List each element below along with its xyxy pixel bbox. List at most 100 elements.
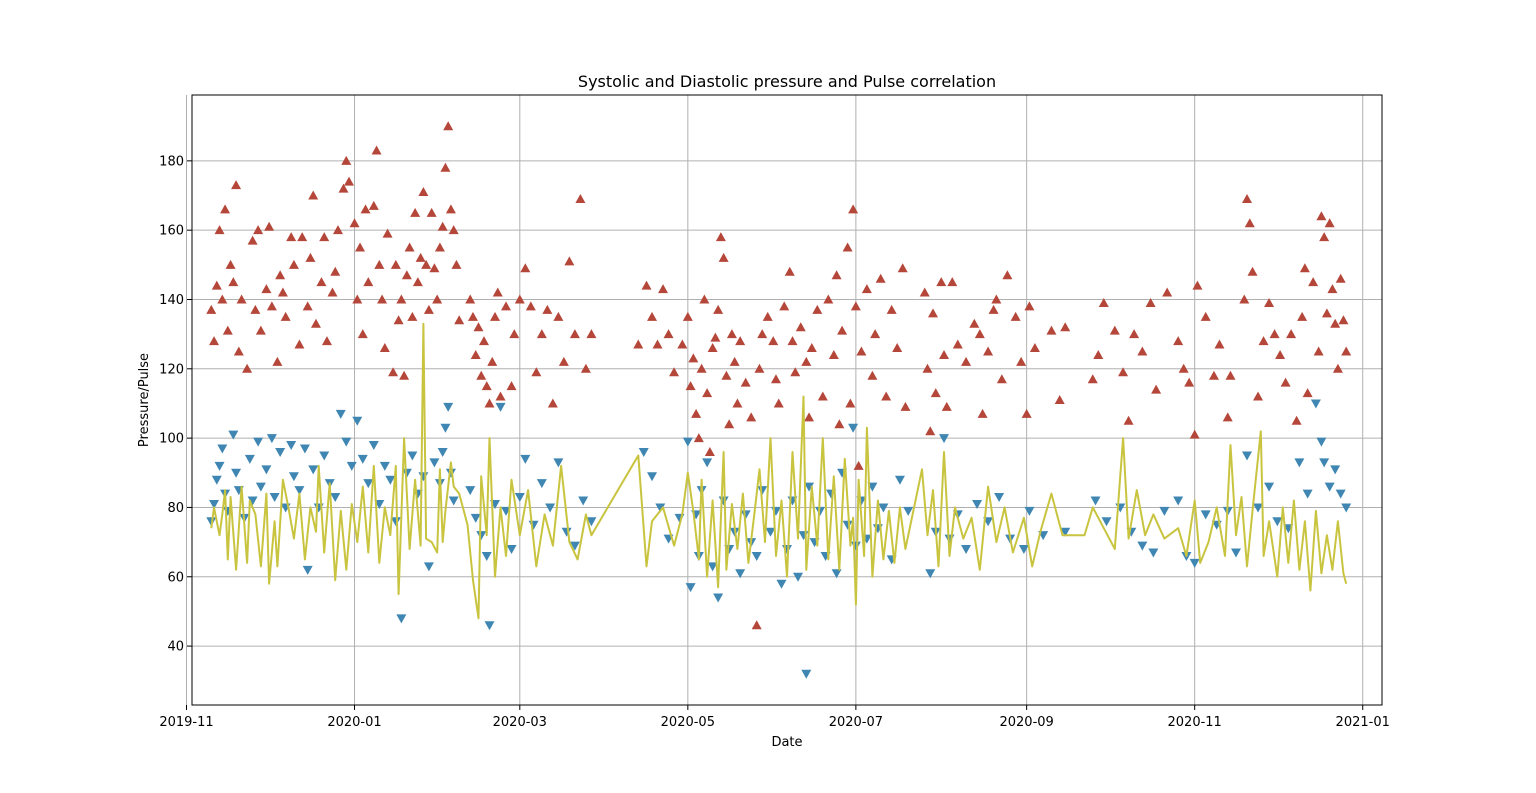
systolic-point (1225, 370, 1236, 380)
diastolic-point (363, 479, 374, 489)
diastolic-point (1242, 451, 1253, 461)
systolic-point (870, 329, 881, 339)
systolic-point (344, 176, 355, 186)
diastolic-point (247, 496, 258, 506)
systolic-point (371, 145, 382, 155)
systolic-point (558, 356, 569, 366)
diastolic-point (545, 503, 556, 513)
y-tick-label: 160 (159, 224, 184, 239)
diastolic-point (586, 517, 597, 527)
systolic-point (669, 367, 680, 377)
systolic-point (407, 311, 418, 321)
systolic-point (677, 339, 688, 349)
systolic-point (1316, 211, 1327, 221)
systolic-point (925, 426, 936, 436)
systolic-point (272, 356, 283, 366)
diastolic-point (1173, 496, 1184, 506)
systolic-point (817, 391, 828, 401)
systolic-point (768, 336, 779, 346)
diastolic-point (401, 468, 412, 478)
systolic-point (421, 259, 432, 269)
systolic-point (575, 193, 586, 203)
diastolic-point (569, 541, 580, 551)
diastolic-point (1316, 437, 1327, 447)
systolic-point (1046, 325, 1057, 335)
systolic-point (704, 446, 715, 456)
diastolic-point (1302, 489, 1313, 499)
systolic-point (1319, 232, 1330, 242)
systolic-point (724, 419, 735, 429)
systolic-point (330, 266, 341, 276)
diastolic-point (972, 499, 983, 509)
systolic-point (501, 301, 512, 311)
diastolic-point (217, 444, 228, 454)
x-tick-label: 2020-09 (999, 715, 1053, 730)
x-axis-label: Date (771, 735, 802, 750)
systolic-point (415, 252, 426, 262)
diastolic-point (396, 614, 407, 624)
systolic-point (288, 259, 299, 269)
diastolic-point (308, 465, 319, 475)
systolic-point (804, 412, 815, 422)
diastolic-point (815, 506, 826, 516)
systolic-point (401, 270, 412, 280)
systolic-point (1200, 311, 1211, 321)
diastolic-point (211, 475, 222, 485)
systolic-point (264, 221, 275, 231)
systolic-point (286, 232, 297, 242)
pulse-line (210, 322, 1348, 620)
systolic-point (696, 363, 707, 373)
diastolic-point (423, 562, 434, 572)
diastolic-point (751, 551, 762, 561)
diastolic-point (476, 531, 487, 541)
diastolic-point (357, 454, 368, 464)
systolic-point (492, 287, 503, 297)
diastolic-point (553, 458, 564, 468)
diastolic-point (776, 579, 787, 589)
systolic-point (688, 353, 699, 363)
systolic-point (1178, 363, 1189, 373)
systolic-point (454, 315, 465, 325)
systolic-point (399, 370, 410, 380)
diastolic-point (765, 527, 776, 537)
systolic-point (586, 329, 597, 339)
systolic-point (429, 263, 440, 273)
systolic-point (390, 259, 401, 269)
systolic-point (770, 374, 781, 384)
systolic-point (531, 367, 542, 377)
systolic-point (1291, 415, 1302, 425)
systolic-point (1010, 311, 1021, 321)
systolic-point (236, 294, 247, 304)
systolic-point (1162, 287, 1173, 297)
systolic-point (379, 343, 390, 353)
systolic-point (319, 232, 330, 242)
diastolic-point (266, 434, 277, 444)
systolic-point (845, 398, 856, 408)
diastolic-point (288, 472, 299, 482)
diastolic-point (647, 472, 658, 482)
systolic-point (1280, 377, 1291, 387)
systolic-point (393, 315, 404, 325)
diastolic-point (994, 493, 1005, 503)
chart-title: Systolic and Diastolic pressure and Puls… (578, 72, 996, 91)
diastolic-point (330, 493, 341, 503)
systolic-point (214, 225, 225, 235)
systolic-point (702, 388, 713, 398)
systolic-point (308, 190, 319, 200)
systolic-point (1239, 294, 1250, 304)
systolic-point (1222, 412, 1233, 422)
diastolic-point (578, 496, 589, 506)
systolic-point (225, 259, 236, 269)
systolic-point (853, 460, 864, 470)
systolic-point (641, 280, 652, 290)
diastolic-point (1319, 458, 1330, 468)
systolic-point (305, 252, 316, 262)
systolic-point (795, 322, 806, 332)
systolic-point (732, 398, 743, 408)
diastolic-point (1137, 541, 1148, 551)
systolic-point (255, 325, 266, 335)
systolic-point (806, 343, 817, 353)
x-tick-label: 2020-03 (493, 715, 547, 730)
systolic-point (509, 329, 520, 339)
